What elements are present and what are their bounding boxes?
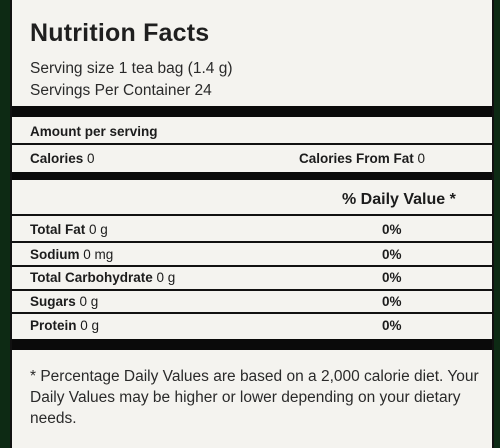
daily-value-header: % Daily Value * bbox=[342, 191, 456, 208]
divider bbox=[12, 214, 492, 216]
servings-per-container: Servings Per Container 24 bbox=[30, 82, 212, 99]
nutrient-dv: 0% bbox=[382, 222, 402, 237]
thick-divider-mid bbox=[12, 172, 492, 180]
nutrient-name: Protein bbox=[30, 318, 77, 333]
nutrient-amount: 0 g bbox=[79, 294, 99, 309]
nutrient-amount: 0 g bbox=[156, 270, 176, 285]
nutrient-dv: 0% bbox=[382, 318, 402, 333]
nutrition-facts-label: Nutrition Facts Serving size 1 tea bag (… bbox=[10, 0, 494, 448]
thick-divider-bottom bbox=[12, 339, 492, 350]
nutrient-dv: 0% bbox=[382, 247, 402, 262]
nutrient-amount: 0 mg bbox=[83, 247, 114, 262]
divider bbox=[12, 241, 492, 243]
divider bbox=[12, 265, 492, 267]
nutrient-name: Sodium bbox=[30, 247, 80, 262]
nutrient-amount: 0 g bbox=[89, 222, 108, 237]
amount-per-serving-label: Amount per serving bbox=[30, 124, 158, 139]
divider bbox=[12, 312, 492, 314]
nutrient-name: Total Fat bbox=[30, 222, 86, 237]
nutrient-amount: 0 g bbox=[80, 318, 100, 333]
nutrient-name: Total Carbohydrate bbox=[30, 270, 153, 285]
label-title: Nutrition Facts bbox=[30, 19, 210, 47]
serving-size: Serving size 1 tea bag (1.4 g) bbox=[30, 60, 233, 77]
divider bbox=[12, 289, 492, 291]
calories: Calories 0 bbox=[30, 151, 95, 166]
footnote: * Percentage Daily Values are based on a… bbox=[30, 368, 479, 427]
nutrient-dv: 0% bbox=[382, 294, 402, 309]
nutrient-name: Sugars bbox=[30, 294, 76, 309]
nutrient-dv: 0% bbox=[382, 270, 402, 285]
calories-from-fat: Calories From Fat 0 bbox=[299, 151, 426, 166]
divider bbox=[12, 143, 492, 145]
thick-divider-top bbox=[12, 106, 492, 117]
